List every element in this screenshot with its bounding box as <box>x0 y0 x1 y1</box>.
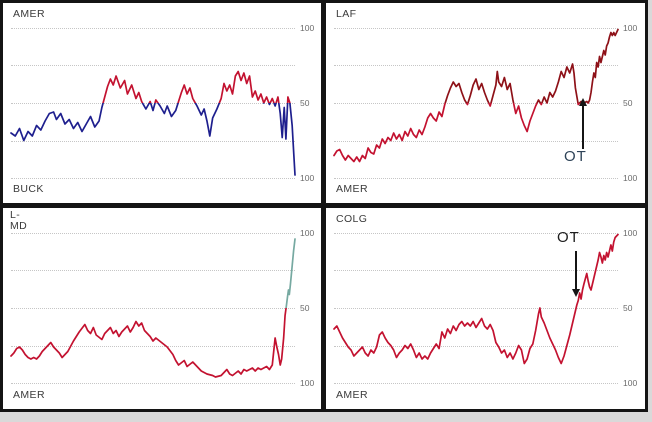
price-line-chart <box>11 28 295 178</box>
bottom-ticker-label: BUCK <box>13 183 44 195</box>
gridline <box>334 65 618 66</box>
bottom-ticker-label: AMER <box>336 183 368 195</box>
top-ticker-label: COLG <box>336 214 367 225</box>
gridline <box>334 346 618 347</box>
gridline <box>334 270 618 271</box>
ticker-text: COLG <box>336 213 368 225</box>
gridline <box>11 346 295 347</box>
gridline <box>334 383 618 384</box>
bottom-ticker-label: AMER <box>336 389 368 401</box>
gridline <box>334 28 618 29</box>
gridline <box>11 270 295 271</box>
up-arrow-icon <box>579 98 587 106</box>
gridline <box>11 65 295 66</box>
ot-annotation: OT <box>564 148 587 165</box>
top-ticker-label: L- MD <box>10 210 27 232</box>
chart-panel-lmd-amer: L- MD 100 50 100 AMER <box>3 208 321 409</box>
chart-panel-colg-amer: COLG 100 50 100 OT AMER <box>326 208 645 409</box>
y-tick-50: 50 <box>623 98 633 108</box>
gridline <box>11 233 295 234</box>
ot-annotation: OT <box>557 229 580 246</box>
top-ticker-label: LAF <box>336 9 356 20</box>
y-tick-100-top: 100 <box>623 23 638 33</box>
ticker-text: LAF <box>336 8 357 20</box>
y-tick-100-top: 100 <box>623 228 638 238</box>
gridline <box>11 141 295 142</box>
gridline <box>11 103 295 104</box>
ticker-text-line1: L- <box>10 209 21 221</box>
gridline <box>11 28 295 29</box>
gridline <box>334 178 618 179</box>
y-tick-50: 50 <box>300 303 310 313</box>
divider-horizontal <box>3 203 645 208</box>
chart-panel-laf-amer: LAF 100 50 100 OT AMER <box>326 3 645 203</box>
gridline <box>11 178 295 179</box>
gridline <box>11 308 295 309</box>
y-tick-100-top: 100 <box>300 228 315 238</box>
down-arrow-icon <box>572 289 580 297</box>
top-ticker-label: AMER <box>13 9 45 20</box>
price-line-chart <box>334 28 618 178</box>
bottom-ticker-label: AMER <box>13 389 45 401</box>
gridline <box>334 233 618 234</box>
price-line-chart <box>334 233 618 383</box>
y-tick-100-bottom: 100 <box>300 378 315 388</box>
y-tick-100-top: 100 <box>300 23 315 33</box>
chart-grid: AMER 100 50 100 BUCK LAF 100 50 100 OT A… <box>0 0 648 412</box>
y-tick-100-bottom: 100 <box>623 173 638 183</box>
ticker-text: AMER <box>13 8 45 20</box>
arrow-shaft <box>582 106 584 149</box>
chart-panel-amer-buck: AMER 100 50 100 BUCK <box>3 3 321 203</box>
y-tick-100-bottom: 100 <box>623 378 638 388</box>
gridline <box>334 103 618 104</box>
arrow-shaft <box>575 251 577 289</box>
ticker-text-line2: MD <box>10 220 28 232</box>
price-line-chart <box>11 233 295 383</box>
y-tick-50: 50 <box>300 98 310 108</box>
gridline <box>334 308 618 309</box>
y-tick-100-bottom: 100 <box>300 173 315 183</box>
gridline <box>11 383 295 384</box>
y-tick-50: 50 <box>623 303 633 313</box>
gridline <box>334 141 618 142</box>
